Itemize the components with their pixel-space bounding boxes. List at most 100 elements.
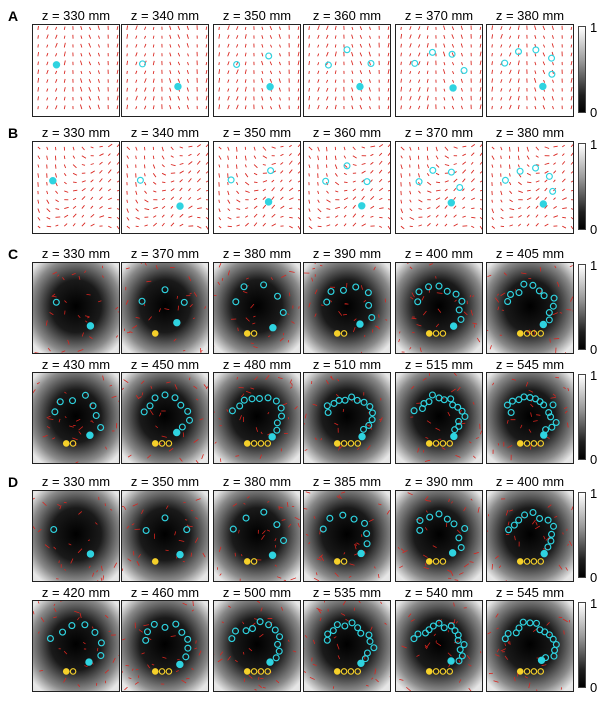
field-arrow: [424, 563, 427, 567]
cyan-marker: [352, 283, 360, 291]
field-arrow: [541, 664, 547, 667]
cyan-marker: [330, 399, 338, 407]
field-arrow: [544, 179, 548, 183]
yellow-marker: [354, 668, 362, 675]
field-arrow: [418, 190, 421, 194]
field-arrow: [62, 277, 65, 281]
field-arrow: [253, 164, 258, 169]
yellow-marker: [340, 558, 348, 565]
field-arrow: [55, 42, 58, 48]
field-arrow: [491, 69, 493, 74]
cyan-marker: [260, 281, 268, 289]
field-arrow: [137, 396, 142, 400]
field-arrow: [78, 275, 81, 280]
field-arrow: [418, 199, 423, 203]
field-arrow: [179, 163, 184, 165]
field-arrow: [288, 160, 293, 165]
field-arrow: [179, 457, 183, 462]
field-arrow: [377, 325, 379, 329]
field-arrow: [135, 25, 138, 31]
cyan-marker: [248, 625, 257, 633]
field-arrow: [161, 146, 164, 152]
field-map: [33, 491, 119, 581]
field-arrow: [186, 34, 189, 39]
cyan-marker: [539, 82, 547, 91]
field-arrow: [334, 61, 337, 66]
cyan-marker: [370, 644, 378, 652]
field-arrow: [330, 375, 333, 378]
field-arrow: [227, 199, 231, 204]
field-map-tile: [121, 600, 209, 692]
field-arrow: [335, 206, 340, 209]
field-arrow: [155, 265, 158, 270]
field-arrow: [359, 52, 363, 57]
cyan-marker: [272, 654, 280, 662]
field-arrow: [79, 612, 82, 619]
field-arrow: [387, 52, 390, 57]
field-arrow: [81, 164, 86, 166]
field-arrow: [491, 208, 495, 214]
field-arrow: [330, 300, 332, 303]
field-arrow: [422, 377, 427, 381]
field-arrow: [205, 189, 208, 192]
field-arrow: [279, 61, 281, 66]
field-arrow: [562, 197, 567, 201]
field-arrow: [373, 566, 376, 569]
yellow-marker: [439, 330, 447, 337]
field-map-tile: [213, 262, 301, 354]
field-arrow: [99, 153, 104, 157]
field-arrow: [144, 78, 147, 83]
field-map: [122, 601, 208, 691]
field-arrow: [400, 164, 403, 170]
field-arrow: [177, 25, 181, 31]
field-arrow: [113, 562, 118, 568]
field-arrow: [427, 181, 432, 186]
field-arrow: [406, 686, 411, 691]
field-arrow: [435, 205, 440, 209]
yellow-marker: [264, 440, 272, 447]
field-arrow: [104, 614, 109, 619]
field-arrow: [200, 348, 202, 353]
cyan-marker: [544, 516, 552, 524]
field-arrow: [107, 178, 112, 183]
field-arrow: [185, 677, 190, 680]
cyan-marker: [416, 526, 424, 534]
field-map: [304, 142, 390, 233]
field-arrow: [361, 223, 367, 227]
field-arrow: [278, 506, 284, 509]
field-map-tile: [395, 372, 483, 464]
cyan-marker: [143, 628, 151, 636]
field-arrow: [169, 104, 172, 110]
cyan-marker: [510, 521, 518, 529]
field-arrow: [63, 650, 68, 655]
field-arrow: [400, 43, 402, 48]
cyan-marker: [455, 657, 463, 665]
field-arrow: [313, 639, 316, 644]
field-arrow: [64, 300, 67, 303]
field-arrow: [269, 78, 273, 83]
field-arrow: [339, 445, 343, 449]
field-arrow: [262, 222, 266, 227]
field-arrow: [47, 347, 51, 352]
field-map: [487, 491, 573, 581]
field-arrow: [400, 52, 402, 57]
field-arrow: [37, 44, 39, 48]
cyan-marker: [361, 519, 369, 527]
colorbar-min-label: 0: [590, 342, 598, 357]
cyan-marker: [548, 70, 556, 78]
cyan-marker: [271, 626, 279, 634]
yellow-marker: [62, 440, 70, 447]
depth-label: z = 430 mm: [41, 357, 111, 372]
field-arrow: [46, 34, 49, 39]
field-arrow: [312, 663, 317, 666]
cyan-marker: [273, 426, 281, 434]
field-arrow: [387, 60, 390, 66]
field-arrow: [534, 105, 537, 110]
field-arrow: [271, 196, 275, 201]
field-arrow: [244, 79, 247, 83]
cyan-marker: [86, 322, 95, 330]
field-arrow: [317, 96, 320, 101]
field-arrow: [426, 104, 429, 110]
yellow-marker: [537, 440, 545, 447]
field-arrow: [161, 198, 165, 201]
